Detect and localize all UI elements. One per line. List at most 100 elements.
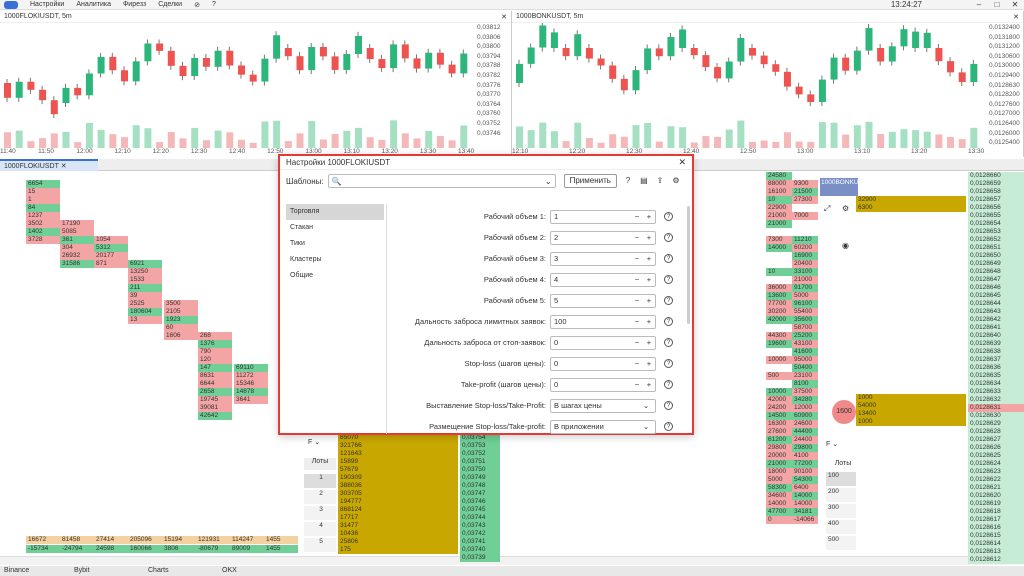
book-price[interactable]: 0,0128619	[968, 500, 1024, 508]
lot-option[interactable]: 1	[304, 474, 336, 488]
book-price[interactable]: 0,0128643	[968, 308, 1024, 316]
middle-order-book[interactable]: F ⌄ Лоты 85070 321766 121643 15899 57679 1903…	[304, 434, 508, 564]
left-candle-chart[interactable]	[0, 23, 478, 148]
book-price[interactable]: 0,03741	[460, 538, 500, 546]
book-price[interactable]: 0,0128649	[968, 260, 1024, 268]
book-price[interactable]: 0,0128652	[968, 236, 1024, 244]
book-price[interactable]: 0,0128624	[968, 460, 1024, 468]
tab-okx[interactable]: OKX	[222, 567, 237, 574]
increment-button[interactable]: +	[646, 380, 652, 389]
template-search-input[interactable]: 🔍 ⌄	[327, 174, 556, 188]
decrement-button[interactable]: −	[634, 254, 640, 263]
close-icon[interactable]: ✕	[1011, 0, 1019, 9]
help-icon[interactable]: ?	[664, 422, 673, 431]
increment-button[interactable]: +	[646, 338, 652, 347]
increment-button[interactable]: +	[646, 233, 652, 242]
book-price[interactable]: 0,0128631	[968, 404, 1024, 412]
book-price[interactable]: 0,0128614	[968, 540, 1024, 548]
increment-button[interactable]: +	[646, 275, 652, 284]
gear-icon[interactable]: ⚙	[672, 176, 680, 185]
lot-option[interactable]: 400	[826, 520, 856, 534]
book-price[interactable]: 0,03746	[460, 498, 500, 506]
menu-settings[interactable]: Настройки	[30, 1, 65, 8]
book-price[interactable]: 0,0128635	[968, 372, 1024, 380]
decrement-button[interactable]: −	[634, 317, 640, 326]
book-price[interactable]: 0,0128617	[968, 516, 1024, 524]
decrement-button[interactable]: −	[634, 359, 640, 368]
close-chart-icon[interactable]: ✕	[1013, 13, 1019, 21]
book-price[interactable]: 0,0128640	[968, 332, 1024, 340]
help-icon[interactable]: ?	[625, 176, 631, 185]
help-icon[interactable]: ?	[664, 296, 673, 305]
book-price[interactable]: 0,03739	[460, 554, 500, 562]
book-price[interactable]: 0,0128660	[968, 172, 1024, 180]
book-price[interactable]: 0,0128627	[968, 436, 1024, 444]
menu-fireezz[interactable]: Фирезз	[122, 1, 147, 8]
setting-input[interactable]: 0 − +	[550, 335, 656, 350]
lot-option[interactable]: 500	[826, 536, 856, 550]
book-price[interactable]: 0,0128638	[968, 348, 1024, 356]
book-price[interactable]: 0,03742	[460, 530, 500, 538]
book-price[interactable]: 0,0128616	[968, 524, 1024, 532]
book-price[interactable]: 0,03740	[460, 546, 500, 554]
help-icon[interactable]: ?	[664, 380, 673, 389]
setting-input[interactable]: 0 − +	[550, 377, 656, 392]
settings-icon[interactable]: ⚙	[842, 204, 850, 213]
right-order-book[interactable]: 1000BONKUSDT ⤢ ⚙ ◉ 1600 F ⌄ Лоты 24580 88…	[740, 172, 1024, 564]
book-price[interactable]: 0,03749	[460, 474, 500, 482]
increment-button[interactable]: +	[646, 317, 652, 326]
setting-select[interactable]: В шагах цены ⌄	[550, 398, 656, 413]
book-price[interactable]: 0,0128625	[968, 452, 1024, 460]
book-price[interactable]: 0,0128634	[968, 380, 1024, 388]
book-price[interactable]: 0,0128657	[968, 196, 1024, 204]
book-price[interactable]: 0,0128622	[968, 476, 1024, 484]
lot-option[interactable]: 300	[826, 504, 856, 518]
book-price[interactable]: 0,03750	[460, 466, 500, 474]
book-price[interactable]: 0,03747	[460, 490, 500, 498]
book-price[interactable]: 0,03752	[460, 450, 500, 458]
filter-f[interactable]: F ⌄	[826, 441, 839, 448]
book-price[interactable]: 0,0128623	[968, 468, 1024, 476]
menu-deals[interactable]: Сделки	[158, 1, 183, 8]
lot-option[interactable]: 5	[304, 538, 336, 552]
increment-button[interactable]: +	[646, 296, 652, 305]
setting-input[interactable]: 5 − +	[550, 293, 656, 308]
book-price[interactable]: 0,0128641	[968, 324, 1024, 332]
setting-select[interactable]: В приложении ⌄	[550, 419, 656, 434]
lot-option[interactable]: 4	[304, 522, 336, 536]
book-price[interactable]: 0,0128651	[968, 244, 1024, 252]
book-price[interactable]: 0,0128655	[968, 212, 1024, 220]
close-tab-icon[interactable]: ✕	[60, 163, 67, 170]
setting-input[interactable]: 3 − +	[550, 251, 656, 266]
close-chart-icon[interactable]: ✕	[501, 13, 507, 21]
book-price[interactable]: 0,0128633	[968, 388, 1024, 396]
lot-option[interactable]: 3	[304, 506, 336, 520]
setting-input[interactable]: 2 − +	[550, 230, 656, 245]
book-price[interactable]: 0,0128626	[968, 444, 1024, 452]
increment-button[interactable]: +	[646, 254, 652, 263]
book-price[interactable]: 0,03745	[460, 506, 500, 514]
help-icon[interactable]: ?	[664, 359, 673, 368]
help-icon[interactable]: ?	[664, 317, 673, 326]
book-price[interactable]: 0,03743	[460, 522, 500, 530]
decrement-button[interactable]: −	[634, 338, 640, 347]
book-price[interactable]: 0,0128645	[968, 292, 1024, 300]
decrement-button[interactable]: −	[634, 233, 640, 242]
minimize-icon[interactable]: –	[976, 0, 982, 9]
book-price[interactable]: 0,0128628	[968, 428, 1024, 436]
menu-analytics[interactable]: Аналитика	[76, 1, 111, 8]
increment-button[interactable]: +	[646, 359, 652, 368]
save-template-icon[interactable]: ▤	[640, 176, 648, 185]
setting-input[interactable]: 1 − +	[550, 209, 656, 224]
book-price[interactable]: 0,03753	[460, 442, 500, 450]
help-icon[interactable]: ?	[664, 254, 673, 263]
setting-input[interactable]: 0 − +	[550, 356, 656, 371]
tab-charts[interactable]: Charts	[148, 567, 169, 574]
cluster-chart[interactable]: 6654 15 1 84 1237 3502 1402 3728 17190 5085 361 304…	[0, 172, 300, 534]
book-price[interactable]: 0,03751	[460, 458, 500, 466]
filter-f[interactable]: F ⌄	[308, 439, 321, 446]
book-price[interactable]: 0,0128629	[968, 420, 1024, 428]
lot-option[interactable]: 100	[826, 472, 856, 486]
book-price[interactable]: 0,0128613	[968, 548, 1024, 556]
book-price[interactable]: 0,0128630	[968, 412, 1024, 420]
